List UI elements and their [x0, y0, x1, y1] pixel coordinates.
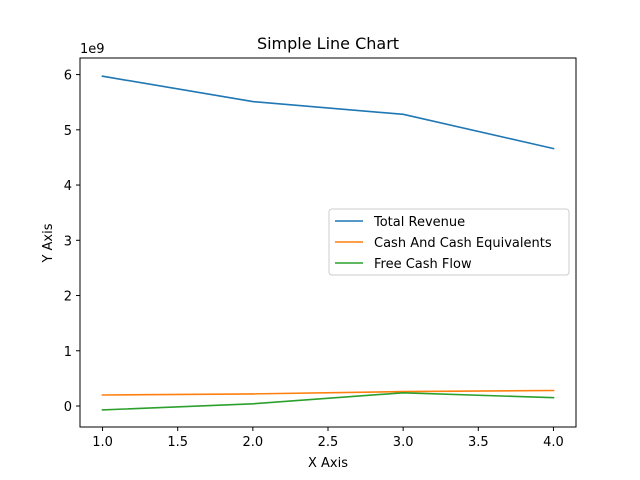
- y-tick-label: 6: [64, 69, 72, 84]
- axis-ticks: 1.0 1.5 2.0 2.5 3.0 3.5 4.0 0 1 2 3 4 5 6: [64, 69, 564, 450]
- legend-label-1: Cash And Cash Equivalents: [374, 236, 552, 251]
- y-axis-label: Y Axis: [41, 223, 56, 263]
- series-line-0: [101, 75, 555, 150]
- chart-title: Simple Line Chart: [257, 34, 399, 53]
- y-offset-label: 1e9: [80, 42, 105, 57]
- y-tick-label: 1: [64, 345, 72, 360]
- x-tick-label: 3.5: [468, 435, 489, 450]
- x-tick-label: 2.5: [318, 435, 339, 450]
- x-tick-label: 3.0: [393, 435, 414, 450]
- series-line-2: [101, 391, 555, 411]
- legend-label-0: Total Revenue: [373, 215, 465, 230]
- y-tick-label: 4: [64, 179, 72, 194]
- legend-label-2: Free Cash Flow: [374, 257, 472, 272]
- legend: Total Revenue Cash And Cash Equivalents Fr…: [328, 208, 570, 276]
- plot-area: [79, 57, 577, 428]
- series-line-1: [101, 389, 555, 396]
- y-tick-label: 2: [64, 290, 72, 305]
- x-tick-label: 2.0: [243, 435, 264, 450]
- x-tick-label: 4.0: [543, 435, 564, 450]
- x-tick-label: 1.5: [167, 435, 188, 450]
- y-tick-label: 0: [64, 400, 72, 415]
- x-tick-label: 1.0: [92, 435, 113, 450]
- y-tick-label: 3: [64, 234, 72, 249]
- y-tick-label: 5: [64, 124, 72, 139]
- legend-box: [328, 208, 570, 276]
- x-axis-label: X Axis: [308, 456, 348, 471]
